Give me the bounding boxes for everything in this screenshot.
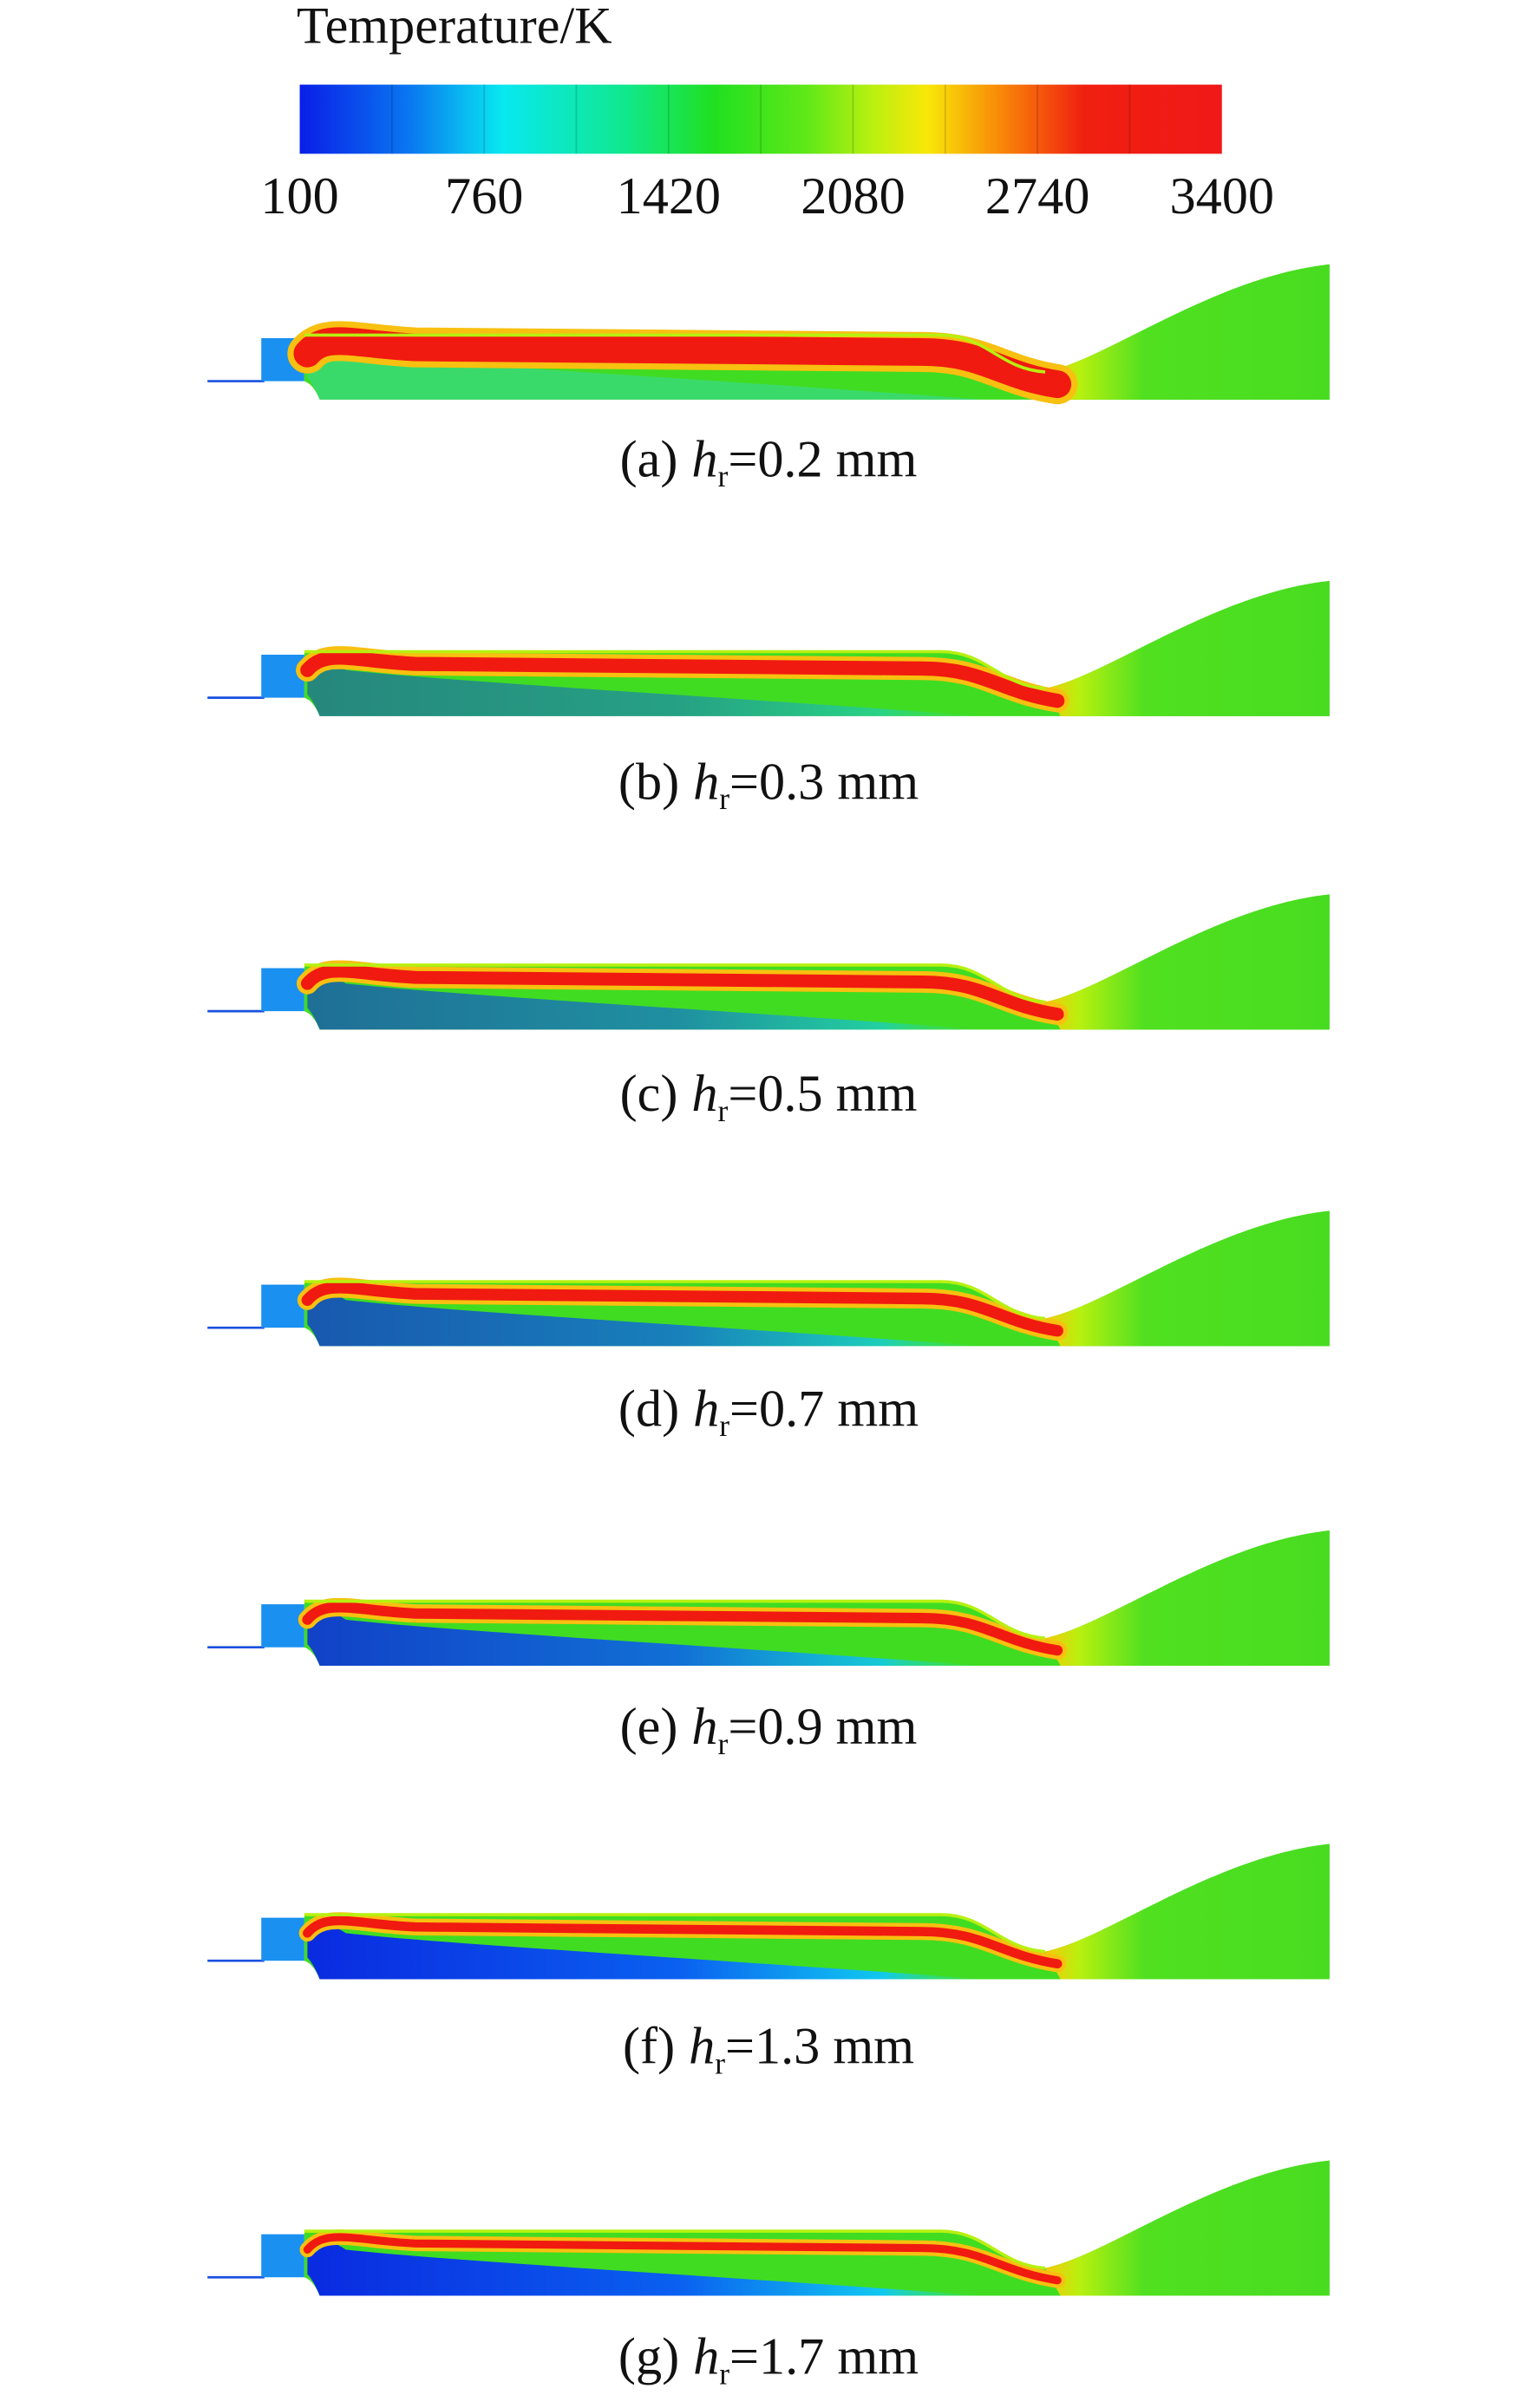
cold-core	[307, 344, 984, 400]
caption-label: (b)	[618, 753, 679, 811]
injector	[261, 1604, 304, 1648]
cold-core	[307, 975, 984, 1030]
caption-subscript: r	[719, 2357, 729, 2392]
injector	[261, 968, 304, 1012]
nozzle-exit	[1044, 894, 1330, 1030]
caption-symbol: h	[693, 1380, 719, 1438]
caption-symbol: h	[693, 2328, 719, 2386]
wall-layer	[304, 649, 1046, 690]
nozzle-exit	[1044, 580, 1330, 716]
contour-panel	[207, 1211, 1330, 1347]
colorbar-tick-label: 1420	[617, 167, 721, 225]
caption-label: (f)	[623, 2018, 675, 2076]
contour-panel	[207, 1844, 1330, 1980]
flame-core	[293, 327, 1072, 399]
wall-layer	[304, 2229, 1046, 2270]
colorbar-title: Temperature/K	[297, 0, 612, 55]
flame-core	[302, 1602, 1063, 1656]
caption-text: =0.2 mm	[728, 430, 917, 488]
colorbar-tick-label: 760	[445, 167, 523, 225]
panel-caption: (d) hr=0.7 mm	[618, 1380, 919, 1443]
wall-layer	[304, 1280, 1046, 1321]
panel-caption: (g) hr=1.7 mm	[618, 2328, 919, 2392]
wall-layer	[304, 333, 1046, 374]
contour-panel	[207, 2160, 1330, 2296]
nozzle-exit	[1044, 264, 1330, 400]
cold-core	[307, 1291, 984, 1347]
caption-label: (g)	[618, 2328, 679, 2386]
nozzle-exit	[1044, 2160, 1330, 2296]
wall-layer	[304, 1913, 1046, 1954]
wall-layer	[304, 1599, 1046, 1640]
caption-subscript: r	[718, 459, 729, 493]
caption-symbol: h	[689, 2018, 715, 2076]
cold-core	[307, 2241, 984, 2296]
caption-subscript: r	[719, 781, 729, 816]
caption-text: =1.7 mm	[729, 2328, 919, 2386]
caption-label: (e)	[620, 1698, 678, 1756]
panel-caption: (e) hr=0.9 mm	[620, 1698, 918, 1761]
nozzle-exit	[1044, 1530, 1330, 1666]
caption-text: =1.3 mm	[725, 2018, 914, 2076]
caption-label: (c)	[620, 1065, 678, 1123]
contour-panel	[207, 580, 1330, 716]
colorbar	[299, 84, 1222, 154]
caption-text: =0.7 mm	[729, 1380, 919, 1438]
flame-core	[303, 2233, 1062, 2285]
caption-subscript: r	[718, 1093, 729, 1128]
caption-text: =0.3 mm	[729, 753, 919, 811]
caption-subscript: r	[718, 1726, 729, 1761]
injector	[261, 655, 304, 698]
caption-symbol: h	[691, 430, 717, 488]
colorbar-tick-label: 100	[260, 167, 338, 225]
flame-core	[300, 964, 1064, 1021]
nozzle-exit	[1044, 1211, 1330, 1347]
colorbar-tick-label: 2080	[801, 167, 905, 225]
caption-symbol: h	[691, 1698, 717, 1756]
cold-core	[307, 1924, 984, 1980]
caption-subscript: r	[715, 2046, 725, 2081]
caption-subscript: r	[719, 1408, 729, 1443]
contour-panel	[207, 894, 1330, 1030]
caption-label: (d)	[618, 1380, 679, 1438]
caption-symbol: h	[691, 1065, 717, 1123]
panel-caption: (f) hr=1.3 mm	[623, 2018, 914, 2081]
injector	[261, 2234, 304, 2278]
caption-label: (a)	[620, 430, 678, 488]
injector	[261, 1917, 304, 1961]
contour-panel	[207, 1530, 1330, 1666]
contour-panel	[207, 264, 1330, 405]
panel-caption: (a) hr=0.2 mm	[620, 430, 918, 493]
flame-core	[300, 650, 1065, 708]
colorbar-tick-label: 3400	[1170, 167, 1274, 225]
nozzle-exit	[1044, 1844, 1330, 1980]
cold-core	[307, 661, 984, 716]
wall-layer	[304, 963, 1046, 1004]
panel-caption: (b) hr=0.3 mm	[618, 753, 919, 816]
flame-core	[303, 1915, 1063, 1969]
caption-symbol: h	[693, 753, 719, 811]
flame-core	[301, 1282, 1063, 1337]
injector	[261, 1284, 304, 1328]
cold-core	[307, 1610, 984, 1666]
caption-text: =0.9 mm	[728, 1698, 917, 1756]
colorbar-tick-label: 2740	[985, 167, 1089, 225]
panel-caption: (c) hr=0.5 mm	[620, 1065, 918, 1128]
caption-text: =0.5 mm	[728, 1065, 917, 1123]
